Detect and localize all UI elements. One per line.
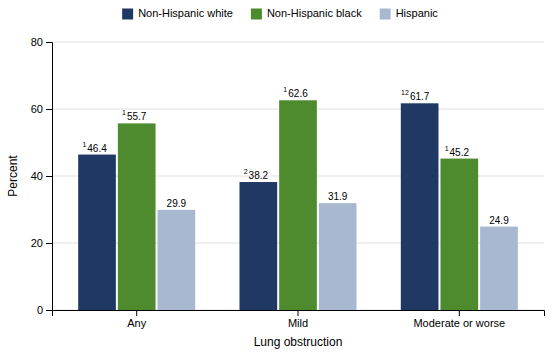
bar [480, 227, 518, 310]
legend: Non-Hispanic white Non-Hispanic black Hisp… [122, 7, 438, 20]
y-tick-mark [46, 243, 52, 244]
x-tick-label: Any [127, 317, 146, 329]
data-label: 61.7 [410, 91, 430, 102]
bar [158, 210, 196, 310]
x-tick-mark [459, 310, 460, 316]
superscript: 1 [122, 109, 126, 116]
legend-swatch [380, 9, 391, 20]
data-label: 45.2 [450, 147, 470, 158]
x-axis-line [53, 311, 545, 317]
legend-label: Non-Hispanic black [267, 7, 362, 19]
data-label: 29.9 [167, 198, 187, 209]
x-tick: Moderate or worse [413, 310, 505, 329]
bar [78, 155, 116, 310]
bar [118, 123, 156, 310]
y-tick-label: 80 [31, 36, 43, 48]
bar-series [118, 100, 478, 310]
y-axis: 0 20 40 60 80 [31, 36, 53, 316]
bars [78, 100, 518, 310]
legend-label: Non-Hispanic white [138, 7, 233, 19]
y-tick: 0 [37, 304, 52, 316]
legend-item: Hispanic [380, 7, 439, 20]
legend-item: Non-Hispanic white [122, 7, 233, 20]
y-tick-label: 40 [31, 170, 43, 182]
y-tick: 40 [31, 170, 52, 182]
bar [239, 182, 277, 310]
bar-series [78, 103, 438, 310]
legend-swatch [251, 9, 262, 20]
x-tick-label: Mild [288, 317, 308, 329]
legend-label: Hispanic [396, 7, 439, 19]
x-tick: Mild [288, 310, 308, 329]
data-label: 55.7 [127, 111, 147, 122]
data-label: 46.4 [87, 143, 107, 154]
y-tick-label: 60 [31, 103, 43, 115]
y-tick: 80 [31, 36, 52, 48]
x-axis-title: Lung obstruction [254, 335, 343, 349]
y-tick-label: 0 [37, 304, 43, 316]
data-labels: 46.4138.2261.71255.7162.6145.2129.931.92… [82, 86, 509, 225]
superscript: 12 [401, 89, 409, 96]
y-axis-title: Percent [6, 155, 20, 197]
data-label: 62.6 [288, 88, 308, 99]
y-tick-mark [46, 310, 52, 311]
legend-item: Non-Hispanic black [251, 7, 362, 20]
y-tick-mark [46, 109, 52, 110]
superscript: 1 [445, 145, 449, 152]
bar [279, 100, 317, 310]
y-tick: 60 [31, 103, 52, 115]
superscript: 2 [244, 168, 248, 175]
grid-line [52, 42, 544, 43]
x-tick-mark [298, 310, 299, 316]
plot: 46.4138.2261.71255.7162.6145.2129.931.92… [31, 36, 545, 329]
x-tick-label: Moderate or worse [413, 317, 505, 329]
legend-swatch [122, 9, 133, 20]
bar [440, 159, 478, 310]
chart: 46.4138.2261.71255.7162.6145.2129.931.92… [0, 0, 560, 356]
y-axis-line [46, 43, 53, 311]
data-label: 38.2 [249, 170, 269, 181]
y-tick-label: 20 [31, 237, 43, 249]
y-tick-mark [46, 42, 52, 43]
x-tick: Any [127, 310, 146, 329]
grid [52, 42, 544, 310]
y-tick-mark [46, 176, 52, 177]
data-label: 31.9 [328, 191, 348, 202]
superscript: 1 [283, 86, 287, 93]
bar [319, 203, 357, 310]
x-tick-mark [136, 310, 137, 316]
bar-series [158, 203, 518, 310]
superscript: 1 [82, 141, 86, 148]
bar [401, 103, 439, 310]
data-label: 24.9 [489, 215, 509, 226]
x-axis: Any Mild Moderate or worse [53, 310, 545, 329]
y-tick: 20 [31, 237, 52, 249]
